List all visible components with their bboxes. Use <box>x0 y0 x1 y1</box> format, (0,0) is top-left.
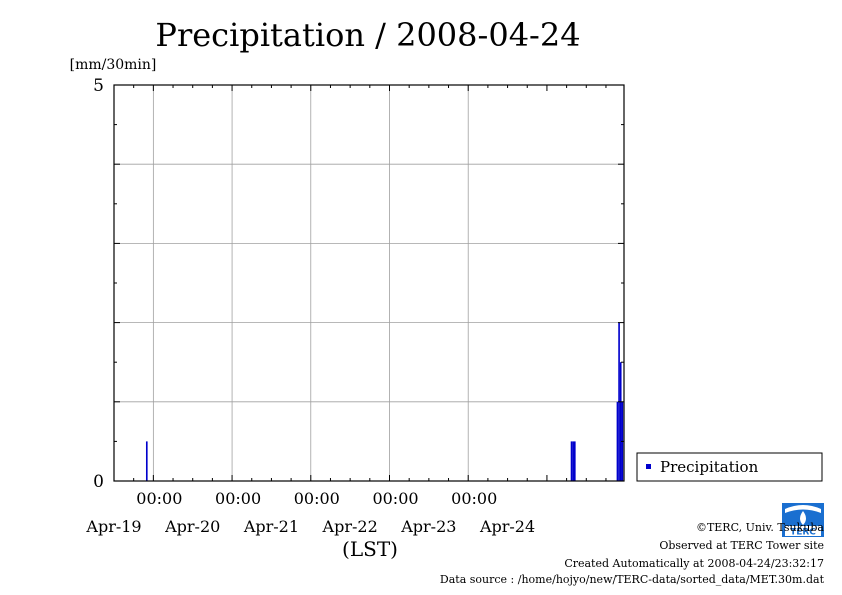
precipitation-bar <box>616 401 619 481</box>
y-tick-label: 5 <box>93 76 104 96</box>
x-tick-label-time: 00:00 <box>451 489 497 508</box>
x-axis-title: (LST) <box>342 537 398 561</box>
x-date-label: Apr-19 <box>85 517 141 536</box>
precipitation-bar <box>619 362 622 481</box>
axis-labels: 0 5 00:00 Apr-19 00:00 Apr-20 00:00 Apr-21 00:00… <box>85 76 535 536</box>
precipitation-bar <box>570 441 573 481</box>
legend-label-precipitation: Precipitation <box>660 458 759 476</box>
axis-ticks <box>113 84 624 482</box>
x-date-label: Apr-23 <box>400 517 456 536</box>
x-tick-label-time: 00:00 <box>136 489 182 508</box>
created-timestamp-text: Created Automatically at 2008-04-24/23:3… <box>564 557 824 570</box>
x-date-label: Apr-21 <box>243 517 299 536</box>
precipitation-bar <box>573 441 576 481</box>
observation-site-text: Observed at TERC Tower site <box>659 539 824 552</box>
grid-lines <box>114 85 624 481</box>
x-date-label: Apr-24 <box>479 517 535 536</box>
svg-text:TERC: TERC <box>790 528 816 538</box>
legend-swatch-precipitation <box>646 464 651 469</box>
x-tick-label-time: 00:00 <box>294 489 340 508</box>
x-date-label: Apr-20 <box>164 517 220 536</box>
precipitation-bar <box>145 441 148 481</box>
y-tick-label: 0 <box>93 472 104 492</box>
plot-frame <box>113 84 625 482</box>
precipitation-bar <box>572 441 574 481</box>
x-date-label: Apr-22 <box>322 517 378 536</box>
terc-logo: TERC <box>782 503 824 538</box>
y-axis-unit-label: [mm/30min] <box>70 57 157 73</box>
legend-box <box>636 452 823 482</box>
copyright-text: ©TERC, Univ. Tsukuba <box>695 521 824 534</box>
x-tick-label-time: 00:00 <box>215 489 261 508</box>
chart-title: Precipitation / 2008-04-24 <box>155 16 580 54</box>
data-source-text: Data source : /home/hojyo/new/TERC-data/… <box>439 573 824 586</box>
legend: Precipitation <box>636 452 823 482</box>
x-tick-label-time: 00:00 <box>372 489 418 508</box>
